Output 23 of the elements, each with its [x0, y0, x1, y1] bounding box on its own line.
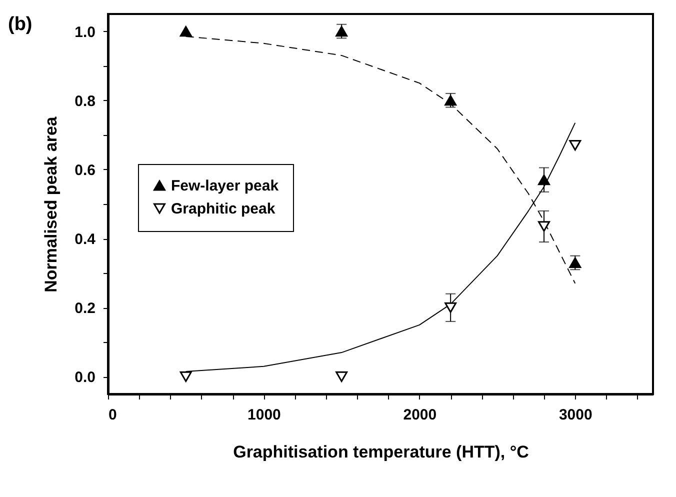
- x-tick-label: 1000: [248, 406, 281, 424]
- point: [444, 95, 457, 106]
- y-tick-label: 0.2: [74, 300, 96, 318]
- y-tick-label: 0.0: [74, 369, 96, 386]
- y-axis-title: Normalised peak area: [42, 116, 61, 292]
- y-tick-label: 0.6: [74, 162, 96, 179]
- y-tick-label: 1.0: [74, 24, 96, 41]
- point: [180, 371, 192, 382]
- y-tick-label: 0.8: [74, 92, 96, 110]
- y-tick-label: 0.4: [74, 231, 96, 248]
- legend-label: Graphitic peak: [171, 200, 276, 218]
- point: [444, 302, 457, 313]
- point: [538, 221, 550, 232]
- point: [538, 174, 550, 186]
- point: [569, 140, 582, 151]
- x-tick-label: 0: [108, 406, 117, 424]
- text: (b): [8, 14, 32, 35]
- x-tick-label: 3000: [558, 406, 592, 424]
- x-tick-label: 2000: [403, 406, 437, 424]
- point: [180, 26, 192, 37]
- legend-label: Few-layer peak: [171, 178, 280, 194]
- point: [336, 371, 348, 382]
- x-axis-title: Graphitisation temperature (HTT), °C: [233, 442, 529, 462]
